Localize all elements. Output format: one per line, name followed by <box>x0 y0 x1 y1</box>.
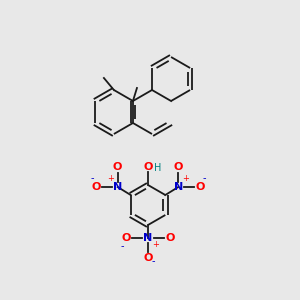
Text: O: O <box>143 253 153 263</box>
Text: O: O <box>195 182 205 192</box>
Text: -: - <box>152 256 155 266</box>
Text: N: N <box>143 233 153 243</box>
Text: +: + <box>152 240 159 249</box>
Text: O: O <box>143 162 153 172</box>
Text: O: O <box>122 233 131 243</box>
Text: +: + <box>182 174 189 183</box>
Text: H: H <box>154 163 161 173</box>
Text: O: O <box>113 162 122 172</box>
Text: O: O <box>91 182 101 192</box>
Text: -: - <box>202 173 206 183</box>
Text: -: - <box>90 173 94 183</box>
Text: O: O <box>174 162 183 172</box>
Text: +: + <box>107 174 114 183</box>
Text: N: N <box>174 182 183 192</box>
Text: N: N <box>113 182 122 192</box>
Text: O: O <box>165 233 174 243</box>
Text: -: - <box>121 241 124 251</box>
